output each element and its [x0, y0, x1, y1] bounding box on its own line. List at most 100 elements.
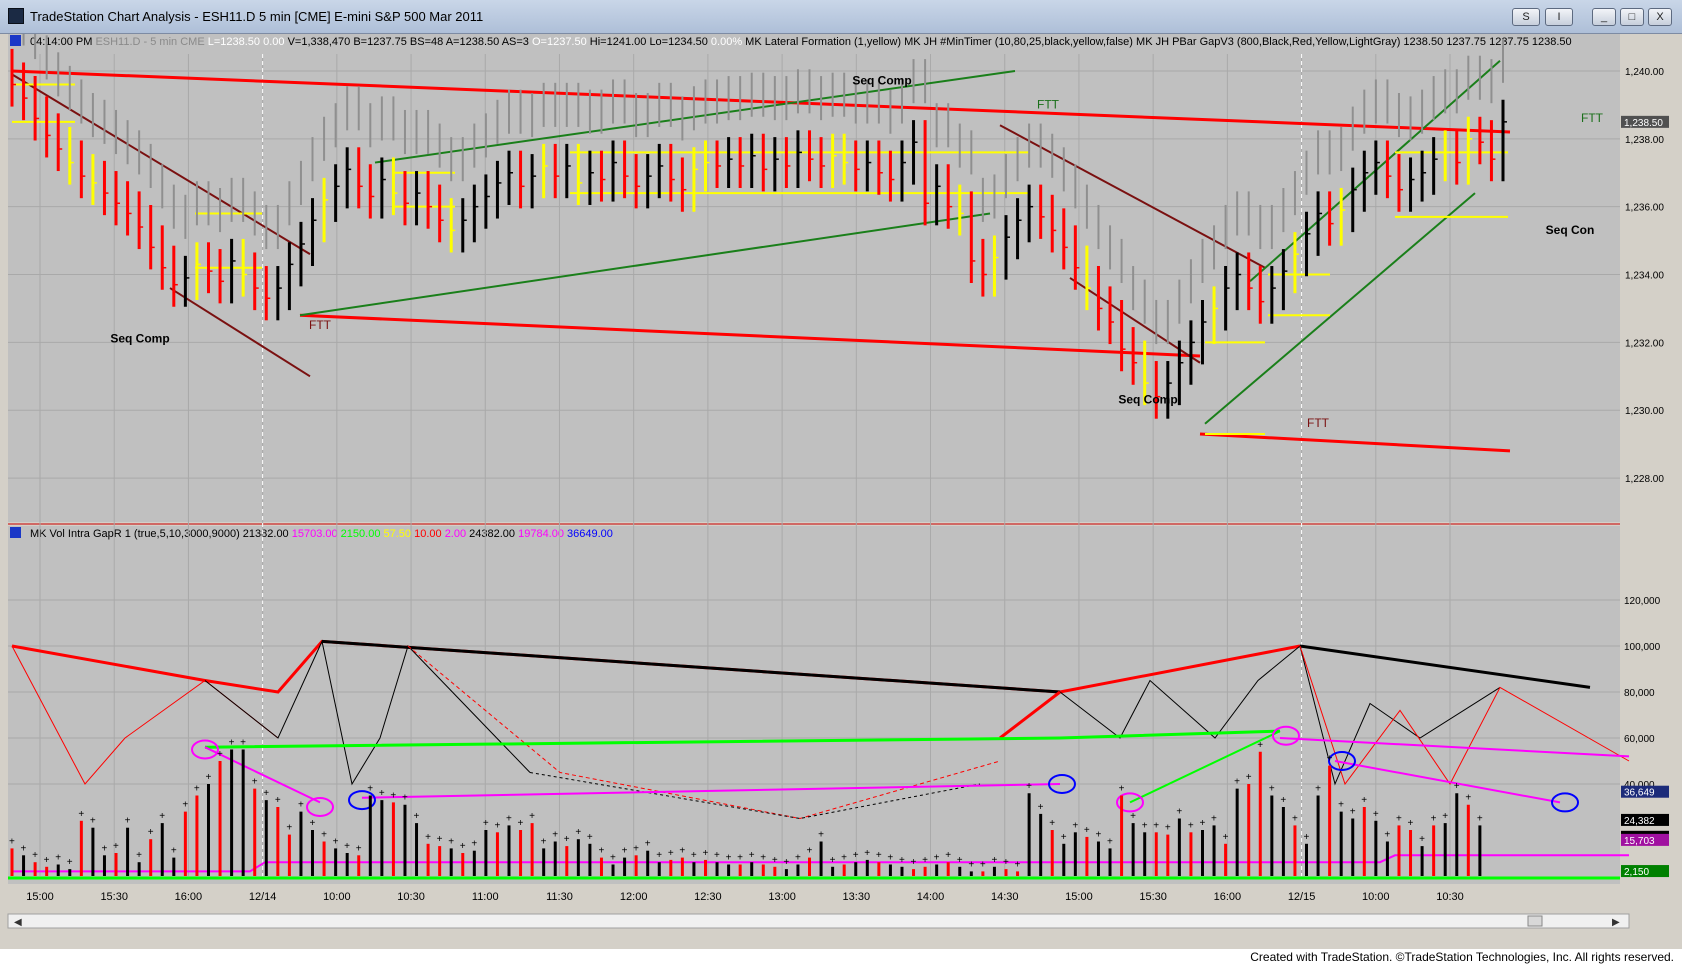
volume-plus-marker: +: [240, 738, 246, 749]
support-line: [299, 313, 1201, 358]
time-tick-label: 11:30: [546, 891, 573, 903]
volume-zigzag-major: [11, 639, 1301, 694]
volume-plus-marker: +: [968, 859, 974, 870]
close-button[interactable]: X: [1648, 8, 1672, 26]
annotation-label: FTT: [1581, 111, 1604, 125]
volume-plus-marker: +: [980, 859, 986, 870]
priceHeader-item: MK JH #MinTimer (10,80,25,black,yellow,f…: [904, 36, 1136, 48]
volume-plus-marker: +: [252, 777, 258, 788]
volume-tick-label: 80,000: [1624, 688, 1655, 699]
volume-magenta-average: [361, 783, 1061, 799]
priceHeader-item: ESH11.D - 5 min: [95, 36, 180, 48]
volume-plus-marker: +: [691, 850, 697, 861]
volume-plus-marker: +: [1211, 813, 1217, 824]
down-channel-line: [11, 73, 311, 256]
price-pane-background: [8, 34, 1629, 522]
volume-plus-marker: +: [1384, 830, 1390, 841]
volume-plus-marker: +: [125, 816, 131, 827]
volume-plus-marker: +: [448, 836, 454, 847]
volume-plus-marker: +: [1038, 802, 1044, 813]
chart-annotations: Seq Comp Seq Comp Seq Comp Seq Con FTT FTT FTT…: [110, 74, 1603, 431]
annotation-label: FTT: [1037, 97, 1060, 111]
volume-plus-marker: +: [841, 853, 847, 864]
symbol-menu-button[interactable]: S: [1512, 8, 1540, 26]
volume-plus-marker: +: [55, 853, 61, 864]
volume-highlight-circle: [1116, 792, 1144, 813]
annotation-label: Seq Comp: [852, 74, 911, 88]
time-tick-label: 15:30: [1139, 891, 1167, 903]
volume-zigzag-major-black: [1299, 644, 1591, 689]
volume-tick-label: 60,000: [1624, 734, 1655, 745]
horizontal-scrollbar[interactable]: [7, 913, 1630, 929]
volume-plus-marker: +: [136, 850, 142, 861]
volume-plus-marker: +: [876, 850, 882, 861]
volHeader-item: 19784.00: [518, 528, 567, 540]
volHeader-item: 36649.00: [567, 528, 613, 540]
time-tick-label: 11:00: [472, 891, 499, 903]
volume-plus-marker: +: [1292, 813, 1298, 824]
scroll-right-icon[interactable]: ▶: [1612, 917, 1620, 928]
time-tick-label: 13:00: [768, 891, 796, 903]
volume-plus-marker: +: [9, 836, 15, 847]
volume-plus-marker: +: [668, 848, 674, 859]
volHeader-item: 10.00: [414, 528, 445, 540]
chart-canvas[interactable]: 04:14:00 PM ESH11.D - 5 min CME L=1238.5…: [0, 34, 1682, 949]
price-y-axis: 1,240.00 1,238.00 1,236.00 1,234.00 1,232.00…: [1621, 67, 1669, 485]
volume-plus-marker: +: [1072, 820, 1078, 831]
volume-value-box: [1621, 785, 1669, 798]
price-tick-label: 1,230.00: [1625, 406, 1664, 417]
volume-plus-marker: +: [1419, 834, 1425, 845]
volume-plus-marker: +: [205, 772, 211, 783]
volume-value-box: [1621, 833, 1669, 846]
volume-plus-marker: +: [772, 855, 778, 866]
up-channel-line: [299, 212, 991, 317]
volume-plus-marker: +: [471, 839, 477, 850]
priceHeader-item: MK JH PBar GapV3 (800,Black,Red,Yellow,L…: [1136, 36, 1403, 48]
resistance-line: [11, 69, 1511, 134]
support-line-lower: [1199, 432, 1511, 453]
volume-plus-marker: +: [1361, 795, 1367, 806]
time-tick-label: 12:00: [620, 891, 648, 903]
volume-plus-marker: +: [945, 850, 951, 861]
volume-plus-marker: +: [760, 853, 766, 864]
volume-plus-marker: +: [402, 793, 408, 804]
volume-plus-marker: +: [1188, 820, 1194, 831]
time-tick-label: 15:00: [26, 891, 54, 903]
priceHeader-item: B=1237.75: [353, 36, 410, 48]
time-tick-label: 14:00: [917, 891, 945, 903]
volume-value-label: 36,649: [1624, 788, 1655, 799]
volume-plus-marker: +: [795, 853, 801, 864]
price-tick-label: 1,236.00: [1625, 203, 1664, 214]
minimize-button[interactable]: _: [1592, 8, 1616, 26]
price-tick-label: 1,232.00: [1625, 338, 1664, 349]
volume-plus-marker: +: [90, 816, 96, 827]
priceHeader-item: 04:14:00 PM: [30, 36, 95, 48]
volume-tick-label: 40,000: [1624, 780, 1655, 791]
interval-menu-button[interactable]: I: [1545, 8, 1573, 26]
scrollbar-thumb[interactable]: [1527, 915, 1543, 927]
volume-plus-marker: +: [622, 846, 628, 857]
volume-plus-marker: +: [610, 853, 616, 864]
time-tick-label: 13:30: [843, 891, 871, 903]
volume-plus-marker: +: [1454, 781, 1460, 792]
volume-plus-marker: +: [1477, 813, 1483, 824]
volHeader-item: 2150.00: [341, 528, 384, 540]
volume-plus-marker: +: [1304, 832, 1310, 843]
volHeader-item: 57.50: [384, 528, 415, 540]
volume-plus-marker: +: [1338, 800, 1344, 811]
maximize-button[interactable]: □: [1620, 8, 1644, 26]
priceHeader-item: A=1238.50: [446, 36, 502, 48]
footer: Created with TradeStation. ©TradeStation…: [0, 949, 1682, 965]
time-tick-label: 14:30: [991, 891, 1019, 903]
time-tick-label: 15:30: [100, 891, 128, 903]
volume-plus-marker: +: [1350, 807, 1356, 818]
volHeader-item: MK Vol Intra GapR 1 (true,5,10,3000,9000…: [30, 528, 243, 540]
volume-plus-marker: +: [737, 853, 743, 864]
volume-plus-marker: +: [1246, 772, 1252, 783]
volume-plus-marker: +: [437, 834, 443, 845]
scroll-left-icon[interactable]: ◀: [14, 917, 22, 928]
volume-plus-marker: +: [575, 827, 581, 838]
footer-copyright: Created with TradeStation. ©TradeStation…: [1250, 950, 1674, 964]
volume-plus-marker: +: [32, 850, 38, 861]
volume-plus-marker: +: [182, 800, 188, 811]
